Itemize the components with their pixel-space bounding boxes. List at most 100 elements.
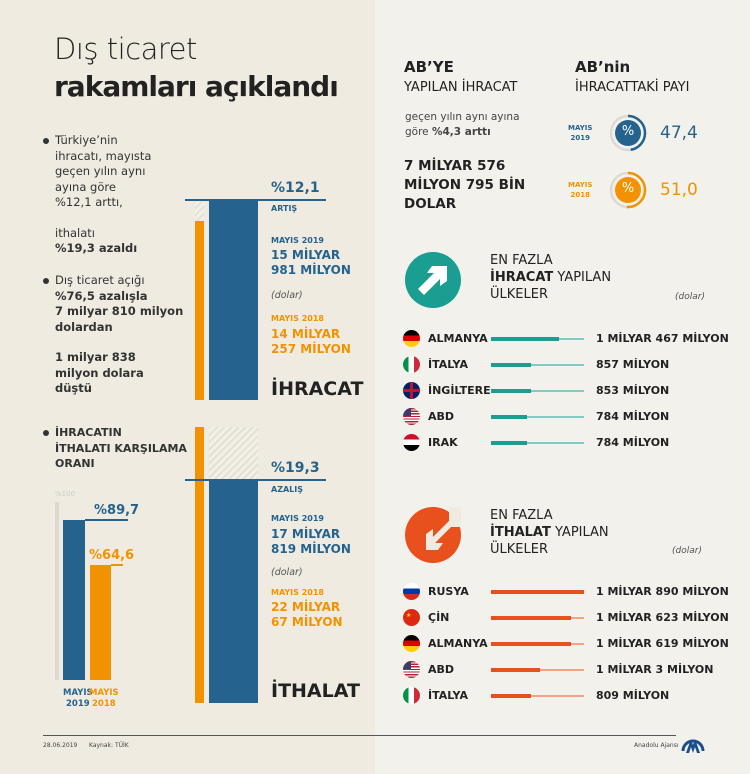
percent-icon: %: [621, 181, 635, 196]
country-row: İTALYA 857 MİLYON: [403, 356, 733, 373]
bar-fill: [491, 642, 571, 646]
text: ÜLKELER: [490, 287, 548, 302]
flag-us-icon: [403, 408, 420, 425]
ratio-2018-label: MAYIS 2018: [89, 688, 119, 710]
text: DOLAR: [404, 196, 457, 212]
bar-fill: [491, 590, 584, 594]
bar-track: [491, 642, 584, 646]
percent-icon: %: [621, 124, 635, 139]
arrow-up-right-icon: [405, 252, 461, 308]
import-unit: (dolar): [271, 567, 303, 578]
import-2019-label: MAYIS 2019: [271, 514, 324, 523]
text: ÜLKELER: [490, 542, 548, 557]
country-row: ALMANYA 1 MİLYAR 619 MİLYON: [403, 635, 733, 652]
text: Türkiye’nin: [55, 133, 118, 147]
bar-fill: [491, 415, 528, 419]
flag-de-icon: [403, 635, 420, 652]
aa-logo: [681, 731, 705, 759]
country-value: 784 MİLYON: [596, 410, 670, 423]
bar-fill: [491, 441, 528, 445]
flag-uk-icon: [403, 382, 420, 399]
country-name: ABD: [428, 410, 455, 423]
ratio-2019-bar: [63, 520, 85, 680]
ratio-2018-line: [111, 564, 123, 566]
export-2019-value: 15 MİLYAR 981 MİLYON: [271, 248, 351, 278]
eu-export-amount: 7 MİLYAR 576 MİLYON 795 BİN DOLAR: [404, 157, 525, 214]
country-name: IRAK: [428, 436, 458, 449]
import-line: [185, 479, 326, 481]
bullet-2: Dış ticaret açığı %76,5 azalışla 7 milyar …: [43, 273, 184, 397]
footer-source: Kaynak: TÜİK: [89, 742, 129, 749]
export-2019-bar: [209, 200, 258, 400]
export-2018-hatch: [195, 200, 204, 221]
text: göre: [405, 126, 432, 138]
country-name: İTALYA: [428, 358, 468, 371]
text: İHRACAT: [490, 270, 554, 285]
country-row: RUSYA 1 MİLYAR 890 MİLYON: [403, 583, 733, 600]
share-value: 51,0: [660, 180, 698, 200]
country-row: ALMANYA 1 MİLYAR 467 MİLYON: [403, 330, 733, 347]
text: 2019: [570, 134, 590, 142]
export-change: %12,1: [271, 180, 320, 196]
bar-track: [491, 590, 584, 594]
text: EN FAZLA: [490, 253, 553, 268]
text: MAYIS: [89, 688, 119, 698]
country-row: ABD 1 MİLYAR 3 MİLYON: [403, 661, 733, 678]
text: geçen yılın aynı ayına: [405, 111, 520, 123]
flag-it-icon: [403, 687, 420, 704]
country-name: İTALYA: [428, 689, 468, 702]
ratio-2019-label: MAYIS 2019: [63, 688, 93, 710]
share-label: MAYIS 2018: [568, 180, 592, 200]
country-row: İTALYA 809 MİLYON: [403, 687, 733, 704]
export-unit: (dolar): [271, 290, 303, 301]
bar-track: [491, 415, 584, 419]
flag-de-icon: [403, 330, 420, 347]
bar-track: [491, 668, 584, 672]
text: ORANI: [55, 457, 95, 470]
bullet-dot: [43, 138, 49, 144]
text: 7 MİLYAR 576: [404, 158, 506, 174]
export-title: İHRACAT: [271, 378, 364, 400]
eu-export-title1: AB’YE: [404, 58, 454, 76]
country-name: ALMANYA: [428, 332, 488, 345]
text: MAYIS: [568, 124, 593, 132]
text: 2018: [92, 699, 116, 709]
country-name: İNGİLTERE: [428, 384, 491, 397]
text: YAPILAN: [550, 525, 609, 540]
text: ihracatı, mayısta: [55, 148, 152, 163]
country-value: 1 MİLYAR 890 MİLYON: [596, 585, 729, 598]
text: 7 milyar 810 milyon: [55, 304, 184, 318]
export-line: [185, 199, 326, 201]
bullet-dot: [43, 278, 49, 284]
text: MAYIS: [568, 181, 593, 189]
export-2018-label: MAYIS 2018: [271, 314, 324, 323]
import-title: İTHALAT: [271, 680, 360, 702]
export-2018-value: 14 MİLYAR 257 MİLYON: [271, 327, 351, 357]
left-panel: [0, 0, 375, 774]
text: 1 milyar 838: [55, 350, 136, 364]
title-line1: Dış ticaret: [54, 32, 197, 66]
footer-agency: Anadolu Ajansı: [634, 742, 679, 749]
import-hatch: [209, 427, 258, 480]
bar-fill: [491, 337, 560, 341]
text: dolardan: [55, 319, 113, 334]
import-2019-value: 17 MİLYAR 819 MİLYON: [271, 527, 351, 557]
country-row: IRAK 784 MİLYON: [403, 434, 733, 451]
text: 17 MİLYAR: [271, 527, 341, 541]
flag-iq-icon: [403, 434, 420, 451]
country-value: 809 MİLYON: [596, 689, 670, 702]
bar-fill: [491, 694, 531, 698]
top-import-unit: (dolar): [672, 546, 702, 556]
text: İTHALATI KARŞILAMA: [55, 441, 187, 455]
bar-fill: [491, 668, 541, 672]
footer-date: 28.06.2019: [43, 742, 78, 749]
country-row: ★ ÇİN 1 MİLYAR 623 MİLYON: [403, 609, 733, 626]
footer-divider: [43, 735, 676, 736]
country-value: 1 MİLYAR 619 MİLYON: [596, 637, 729, 650]
text: ayına göre: [55, 179, 116, 194]
text: YAPILAN: [553, 270, 612, 285]
flag-it-icon: [403, 356, 420, 373]
text: 14 MİLYAR: [271, 327, 341, 341]
text: %12,1 arttı,: [55, 195, 123, 209]
text: 2018: [570, 191, 590, 199]
